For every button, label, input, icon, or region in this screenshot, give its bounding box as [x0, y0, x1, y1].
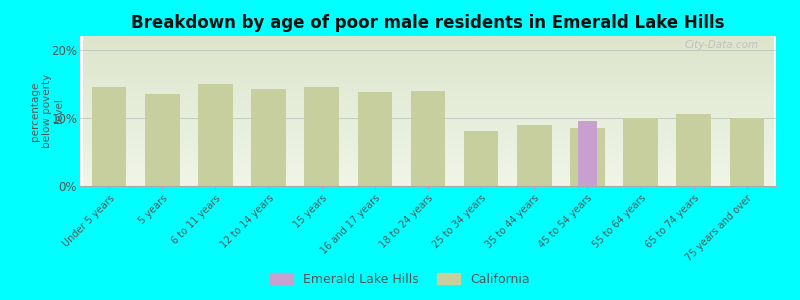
Bar [464, 131, 498, 186]
Bar [358, 92, 392, 186]
Title: Breakdown by age of poor male residents in Emerald Lake Hills: Breakdown by age of poor male residents … [131, 14, 725, 32]
Bar [570, 128, 605, 186]
Bar [92, 87, 126, 186]
Legend: Emerald Lake Hills, California: Emerald Lake Hills, California [266, 268, 534, 291]
Bar [305, 87, 339, 186]
Bar [676, 114, 711, 186]
Bar [730, 118, 764, 186]
Bar [517, 124, 551, 186]
Y-axis label: percentage
below poverty
level: percentage below poverty level [30, 74, 64, 148]
Bar [198, 84, 233, 186]
Bar [145, 94, 180, 186]
Bar [410, 91, 446, 186]
Bar [578, 121, 597, 186]
Text: City-Data.com: City-Data.com [685, 40, 758, 50]
Bar [623, 118, 658, 186]
Bar [251, 89, 286, 186]
